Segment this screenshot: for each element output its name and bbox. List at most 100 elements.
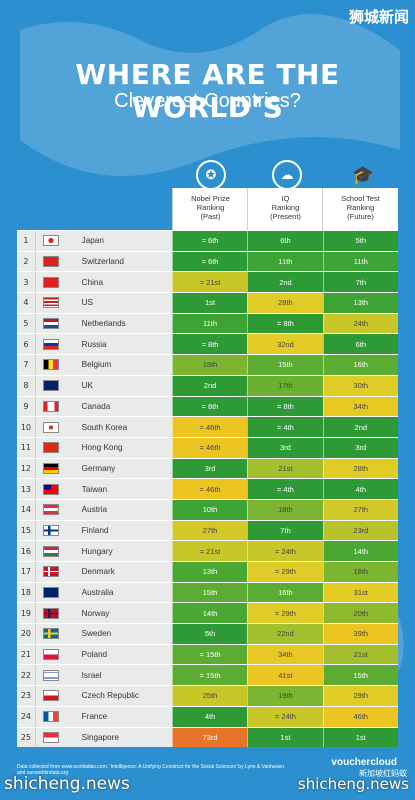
flag-cell bbox=[35, 603, 66, 624]
iq-rank-cell: 7th bbox=[247, 520, 323, 541]
belgium-flag-icon bbox=[42, 359, 59, 371]
china-flag-icon bbox=[42, 276, 59, 288]
watermark-bottom-left: shicheng.news bbox=[4, 774, 130, 794]
australia-flag-icon bbox=[42, 587, 59, 599]
rank-cell: 19 bbox=[17, 603, 36, 624]
nobel-rank-cell: = 46th bbox=[171, 417, 248, 437]
school-rank-cell: 2nd bbox=[322, 417, 398, 437]
uk-flag-icon bbox=[42, 380, 59, 392]
japan-flag-icon bbox=[42, 235, 59, 247]
school-rank-cell: 11th bbox=[322, 251, 398, 272]
iq-rank-cell: 21st bbox=[247, 458, 323, 479]
russia-flag-icon bbox=[42, 338, 59, 350]
school-rank-cell: 4th bbox=[322, 479, 398, 499]
table-row: 19 Norway 14th = 29th 20th bbox=[17, 602, 398, 624]
rank-cell: 7 bbox=[17, 355, 36, 375]
rank-cell: 11 bbox=[17, 437, 36, 458]
flag-cell bbox=[35, 479, 66, 499]
france-flag-icon bbox=[42, 711, 59, 723]
flag-cell bbox=[35, 727, 66, 748]
table-row: 25 Singapore 73rd 1st 1st bbox=[17, 726, 398, 748]
iq-rank-cell: 22nd bbox=[247, 624, 323, 644]
country-cell: US bbox=[65, 293, 172, 313]
country-cell: Poland bbox=[65, 644, 172, 665]
table-row: 12 Germany 3rd 21st 28th bbox=[17, 457, 398, 479]
school-rank-cell: 5th bbox=[322, 231, 398, 251]
flag-cell bbox=[35, 644, 66, 665]
nobel-rank-cell: 11th bbox=[171, 313, 248, 334]
nobel-rank-cell: 2nd bbox=[171, 375, 248, 396]
flag-cell bbox=[35, 562, 66, 582]
nobel-rank-cell: 18th bbox=[171, 355, 248, 375]
watermark-bottom-right: shicheng.news bbox=[297, 775, 409, 793]
iq-rank-cell: = 4th bbox=[247, 479, 323, 499]
country-cell: Sweden bbox=[65, 624, 172, 644]
table-row: 24 France 4th = 24th 46th bbox=[17, 705, 398, 727]
rank-cell: 24 bbox=[17, 706, 36, 727]
brain-icon: ☁ bbox=[272, 160, 302, 190]
vouchercloud-logo: vouchercloud bbox=[331, 757, 397, 768]
rank-cell: 16 bbox=[17, 541, 36, 561]
switzerland-flag-icon bbox=[42, 256, 59, 268]
iq-rank-cell: 19th bbox=[247, 686, 323, 706]
nobel-rank-cell: = 6th bbox=[171, 231, 248, 251]
nobel-rank-cell: = 46th bbox=[171, 437, 248, 458]
singapore-flag-icon bbox=[42, 731, 59, 743]
rank-cell: 6 bbox=[17, 334, 36, 355]
iq-rank-cell: 32nd bbox=[247, 334, 323, 355]
school-rank-cell: 18th bbox=[322, 562, 398, 582]
table-row: 15 Finland 27th 7th 23rd bbox=[17, 519, 398, 541]
school-rank-cell: 1st bbox=[322, 727, 398, 748]
rank-cell: 17 bbox=[17, 562, 36, 582]
iq-rank-cell: = 29th bbox=[247, 562, 323, 582]
norway-flag-icon bbox=[42, 607, 59, 619]
table-row: 18 Australia 15th 16th 31st bbox=[17, 581, 398, 603]
iq-rank-cell: = 29th bbox=[247, 603, 323, 624]
medal-icon: ✪ bbox=[196, 160, 226, 190]
flag-cell bbox=[35, 313, 66, 334]
table-row: 2 Switzerland = 6th 11th 11th bbox=[17, 250, 398, 272]
flag-cell bbox=[35, 251, 66, 272]
flag-cell bbox=[35, 541, 66, 561]
iq-rank-cell: 28th bbox=[247, 293, 323, 313]
country-cell: Russia bbox=[65, 334, 172, 355]
country-cell: Hungary bbox=[65, 541, 172, 561]
nobel-rank-cell: 5th bbox=[171, 624, 248, 644]
table-header: Nobel Prize Ranking (Past) IQ Ranking (P… bbox=[172, 188, 398, 230]
austria-flag-icon bbox=[42, 504, 59, 516]
iq-rank-cell: = 8th bbox=[247, 313, 323, 334]
school-rank-cell: 31st bbox=[322, 582, 398, 603]
sweden-flag-icon bbox=[42, 628, 59, 640]
nobel-rank-cell: 13th bbox=[171, 562, 248, 582]
iq-rank-cell: 18th bbox=[247, 499, 323, 520]
nobel-rank-cell: 27th bbox=[171, 520, 248, 541]
nobel-rank-cell: 10th bbox=[171, 499, 248, 520]
netherlands-flag-icon bbox=[42, 318, 59, 330]
nobel-rank-cell: = 21st bbox=[171, 272, 248, 293]
table-row: 4 US 1st 28th 13th bbox=[17, 292, 398, 313]
column-icons: ✪ ☁ 🎓 bbox=[0, 160, 415, 190]
country-cell: Denmark bbox=[65, 562, 172, 582]
table-row: 9 Canada = 8th = 8th 34th bbox=[17, 395, 398, 417]
flag-cell bbox=[35, 458, 66, 479]
flag-cell bbox=[35, 624, 66, 644]
nobel-rank-cell: 25th bbox=[171, 686, 248, 706]
country-cell: South Korea bbox=[65, 417, 172, 437]
country-cell: Australia bbox=[65, 582, 172, 603]
table-row: 20 Sweden 5th 22nd 39th bbox=[17, 623, 398, 644]
table-row: 13 Taiwan = 46th = 4th 4th bbox=[17, 478, 398, 499]
school-rank-cell: 13th bbox=[322, 293, 398, 313]
country-cell: Canada bbox=[65, 396, 172, 417]
school-rank-cell: 15th bbox=[322, 665, 398, 686]
country-cell: France bbox=[65, 706, 172, 727]
denmark-flag-icon bbox=[42, 566, 59, 578]
country-cell: Germany bbox=[65, 458, 172, 479]
country-cell: Belgium bbox=[65, 355, 172, 375]
country-cell: Switzerland bbox=[65, 251, 172, 272]
rank-cell: 20 bbox=[17, 624, 36, 644]
rank-cell: 14 bbox=[17, 499, 36, 520]
iq-rank-cell: 6th bbox=[247, 231, 323, 251]
country-cell: Austria bbox=[65, 499, 172, 520]
finland-flag-icon bbox=[42, 524, 59, 536]
